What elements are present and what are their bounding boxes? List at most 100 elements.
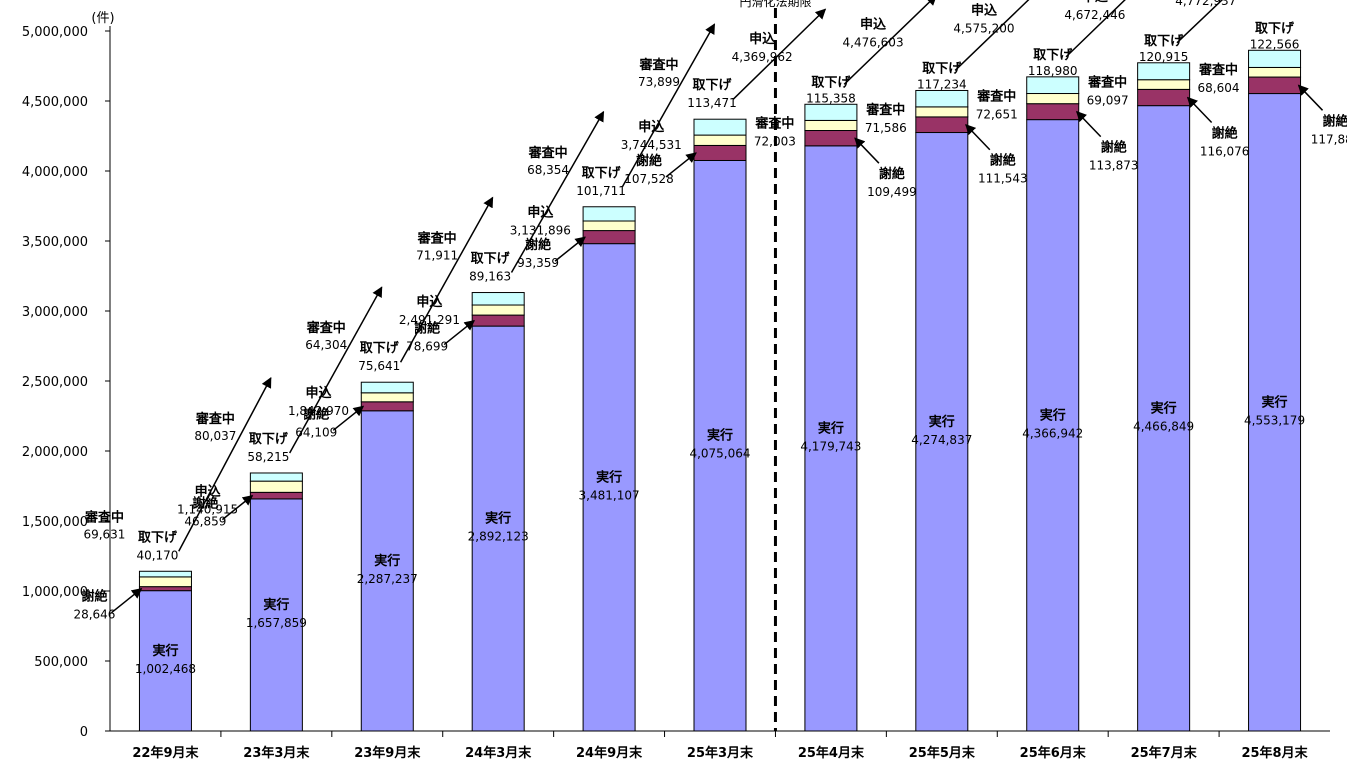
bar-segment-shazetsu: [582, 230, 636, 245]
data-label: 113,471: [687, 96, 737, 110]
bar-segment-shazetsu: [1248, 76, 1302, 95]
deadline-label: 円滑化法期限: [739, 0, 811, 9]
total-name-label: 申込: [416, 294, 443, 310]
y-tick-label: 3,500,000: [22, 235, 88, 250]
series-name-label: 実行: [1040, 407, 1066, 423]
bar-segment-torisage: [693, 118, 747, 136]
data-arrow: [443, 319, 476, 346]
bar-segment-jikko: [582, 243, 636, 732]
series-name-label: 実行: [152, 643, 178, 659]
data-label: 3,481,107: [579, 488, 640, 502]
bar-segment-shazetsu: [471, 314, 525, 327]
bar-segment-shazetsu: [249, 491, 303, 500]
bar-segment-torisage: [1137, 62, 1191, 81]
data-label: 72,651: [976, 108, 1018, 122]
total-name-label: 申込: [1082, 0, 1109, 5]
series-name-label: 審査中: [306, 320, 346, 336]
data-label: 4,274,837: [911, 433, 972, 447]
data-label: 118,980: [1028, 64, 1078, 78]
total-arrow: [732, 8, 827, 100]
data-arrow: [110, 587, 143, 614]
series-name-label: 取下げ: [582, 165, 622, 181]
data-arrow: [854, 137, 880, 164]
x-tick-label: 22年9月末: [132, 745, 199, 761]
data-label: 115,358: [806, 91, 856, 105]
bar-segment-torisage: [1248, 49, 1302, 68]
y-tick-label: 4,000,000: [22, 165, 88, 180]
series-name-label: 取下げ: [1144, 33, 1184, 49]
bar-segment-shinsachu: [138, 576, 192, 588]
bar-segment-torisage: [915, 89, 969, 108]
data-arrow: [332, 405, 365, 431]
bar-segment-torisage: [138, 570, 192, 578]
data-label: 122,566: [1250, 37, 1300, 51]
data-arrow: [965, 123, 991, 151]
bar-segment-shinsachu: [1026, 93, 1080, 105]
data-label: 71,911: [416, 249, 458, 263]
y-tick-label: 0: [80, 725, 88, 740]
bar-segment-jikko: [1248, 93, 1302, 732]
bar-segment-jikko: [1137, 105, 1191, 732]
series-name-label: 取下げ: [360, 340, 400, 356]
series-name-label: 取下げ: [1033, 47, 1073, 63]
data-label: 80,037: [194, 429, 236, 443]
data-label: 75,641: [358, 359, 400, 373]
x-tick-label: 24年9月末: [576, 745, 643, 761]
total-name-label: 申込: [971, 2, 998, 18]
total-name-label: 申込: [306, 385, 333, 401]
bar-segment-jikko: [471, 325, 525, 732]
bar-segment-jikko: [915, 132, 969, 732]
series-name-label: 謝絶: [525, 237, 551, 253]
data-label: 111,543: [978, 172, 1028, 186]
data-label: 4,466,849: [1133, 419, 1194, 433]
series-name-label: 審査中: [754, 115, 794, 131]
total-value-label: 3,131,896: [510, 224, 571, 238]
total-name-label: 申込: [527, 205, 554, 221]
series-name-label: 取下げ: [811, 74, 851, 90]
data-label: 2,287,237: [357, 572, 418, 586]
y-unit-label: (件): [91, 11, 114, 26]
series-name-label: 審査中: [638, 57, 678, 73]
data-label: 113,873: [1089, 159, 1139, 173]
total-arrow: [1065, 0, 1126, 58]
total-name-label: 申込: [749, 31, 776, 47]
y-tick-label: 3,000,000: [22, 305, 88, 320]
total-value-label: 2,491,291: [399, 313, 460, 327]
bar-segment-shazetsu: [693, 144, 747, 161]
x-tick-label: 23年3月末: [243, 745, 310, 761]
total-name-label: 申込: [638, 119, 665, 135]
data-label: 64,109: [295, 425, 337, 439]
y-tick-label: 5,000,000: [22, 25, 88, 40]
data-label: 109,499: [867, 185, 917, 199]
total-arrow: [621, 23, 716, 188]
series-name-label: 謝絶: [81, 589, 107, 605]
data-label: 71,586: [865, 121, 907, 135]
data-label: 40,170: [136, 548, 178, 562]
data-label: 4,366,942: [1022, 426, 1083, 440]
total-value-label: 1,140,915: [177, 502, 238, 516]
x-tick-label: 25年3月末: [687, 745, 754, 761]
data-label: 4,179,743: [800, 439, 861, 453]
total-arrow: [399, 196, 494, 363]
series-name-label: 実行: [1262, 394, 1288, 410]
series-name-label: 取下げ: [1255, 20, 1295, 36]
y-tick-label: 1,000,000: [22, 585, 88, 600]
data-label: 116,076: [1200, 145, 1250, 159]
data-label: 28,646: [73, 608, 115, 622]
data-label: 93,359: [517, 256, 559, 270]
total-value-label: 4,772,937: [1175, 0, 1236, 8]
series-name-label: 謝絶: [879, 166, 905, 182]
bar-segment-shazetsu: [915, 116, 969, 134]
data-label: 64,304: [305, 338, 347, 352]
series-name-label: 取下げ: [922, 60, 962, 76]
bar-segment-shazetsu: [1137, 88, 1191, 107]
bar-segment-shinsachu: [915, 106, 969, 118]
series-name-label: 審査中: [976, 89, 1016, 105]
series-name-label: 謝絶: [414, 321, 440, 337]
total-value-label: 3,744,531: [621, 138, 682, 152]
data-label: 117,234: [917, 77, 967, 91]
bar-segment-torisage: [471, 292, 525, 306]
x-tick-label: 25年4月末: [798, 745, 865, 761]
series-name-label: 実行: [485, 511, 511, 527]
bar-segment-shinsachu: [582, 220, 636, 232]
